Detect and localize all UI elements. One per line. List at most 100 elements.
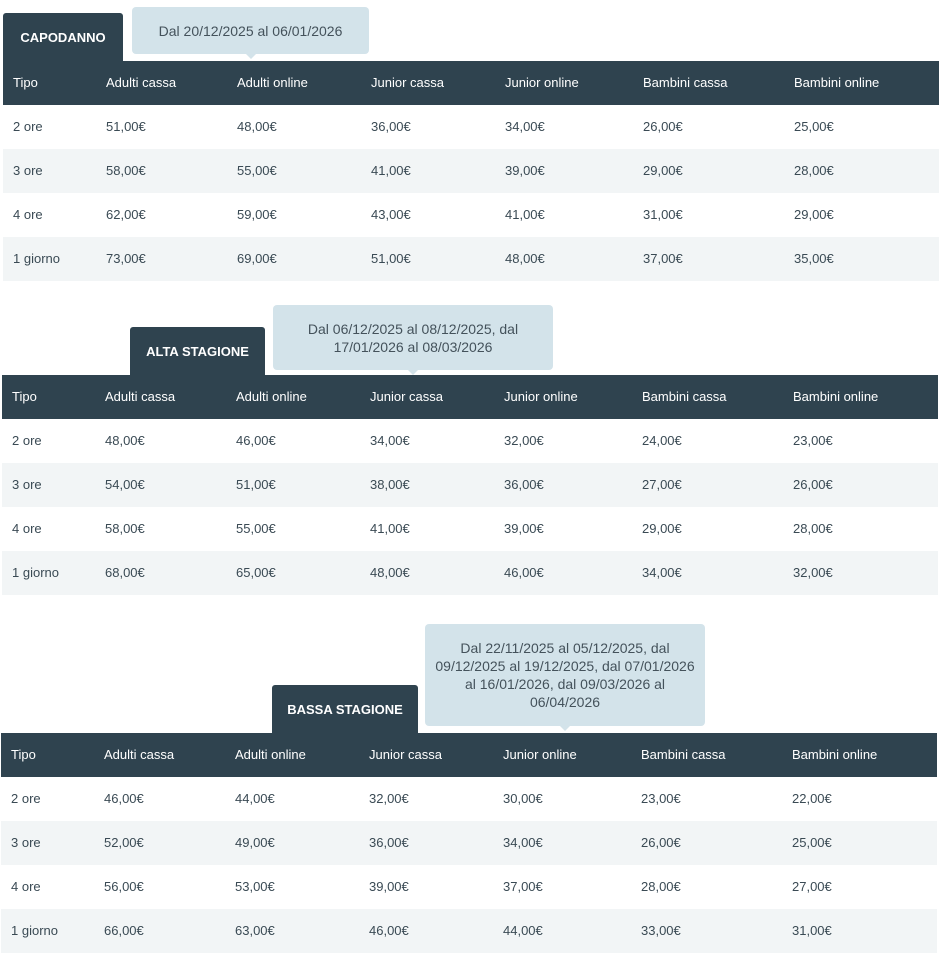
table-row: 3 ore 52,00€ 49,00€ 36,00€ 34,00€ 26,00€ 25,00… (1, 821, 937, 865)
table-cell: 34,00€ (503, 835, 543, 850)
column-header: Junior cassa (371, 75, 444, 90)
table-cell: 35,00€ (794, 251, 834, 266)
table-cell: 23,00€ (641, 791, 681, 806)
table-cell: 4 ore (12, 521, 42, 536)
table-cell: 39,00€ (505, 163, 545, 178)
table-row: 1 giorno 73,00€ 69,00€ 51,00€ 48,00€ 37,00€ 35… (3, 237, 939, 281)
table-cell: 46,00€ (369, 923, 409, 938)
period-tooltip: Dal 22/11/2025 al 05/12/2025, dal 09/12/… (425, 624, 705, 731)
season-tab[interactable]: ALTA STAGIONE (130, 327, 265, 375)
table-cell: 27,00€ (792, 879, 832, 894)
table-cell: 36,00€ (504, 477, 544, 492)
table-cell: 59,00€ (237, 207, 277, 222)
table-cell: 41,00€ (505, 207, 545, 222)
table-cell: 48,00€ (370, 565, 410, 580)
table-row: 3 ore 54,00€ 51,00€ 38,00€ 36,00€ 27,00€ 26,00… (2, 463, 938, 507)
table-cell: 23,00€ (793, 433, 833, 448)
table-cell: 4 ore (11, 879, 41, 894)
table-header: Tipo Adulti cassa Adulti online Junior cass… (3, 61, 939, 105)
period-tooltip: Dal 20/12/2025 al 06/01/2026 (132, 7, 369, 59)
column-header: Bambini cassa (641, 747, 726, 762)
table-cell: 24,00€ (642, 433, 682, 448)
season-tab[interactable]: CAPODANNO (3, 13, 123, 61)
column-header: Adulti cassa (105, 389, 176, 404)
table-cell: 55,00€ (236, 521, 276, 536)
table-cell: 36,00€ (371, 119, 411, 134)
table-cell: 26,00€ (643, 119, 683, 134)
column-header: Junior online (504, 389, 578, 404)
column-header: Tipo (12, 389, 37, 404)
column-header: Bambini cassa (642, 389, 727, 404)
table-cell: 32,00€ (369, 791, 409, 806)
table-cell: 3 ore (12, 477, 42, 492)
column-header: Junior cassa (369, 747, 442, 762)
table-cell: 29,00€ (643, 163, 683, 178)
table-cell: 56,00€ (104, 879, 144, 894)
table-cell: 44,00€ (503, 923, 543, 938)
table-cell: 46,00€ (236, 433, 276, 448)
table-cell: 51,00€ (236, 477, 276, 492)
column-header: Junior cassa (370, 389, 443, 404)
table-cell: 37,00€ (503, 879, 543, 894)
table-cell: 43,00€ (371, 207, 411, 222)
column-header: Bambini cassa (643, 75, 728, 90)
table-cell: 68,00€ (105, 565, 145, 580)
column-header: Junior online (503, 747, 577, 762)
column-header: Adulti cassa (106, 75, 177, 90)
table-cell: 41,00€ (371, 163, 411, 178)
table-cell: 37,00€ (643, 251, 683, 266)
table-cell: 54,00€ (105, 477, 145, 492)
period-tooltip: Dal 06/12/2025 al 08/12/2025, dal 17/01/… (273, 305, 553, 375)
column-header: Tipo (13, 75, 38, 90)
table-cell: 62,00€ (106, 207, 146, 222)
table-cell: 34,00€ (505, 119, 545, 134)
table-cell: 31,00€ (792, 923, 832, 938)
price-table: Tipo Adulti cassa Adulti online Junior cass… (1, 733, 937, 953)
table-cell: 44,00€ (235, 791, 275, 806)
table-cell: 1 giorno (11, 923, 58, 938)
table-cell: 38,00€ (370, 477, 410, 492)
table-cell: 63,00€ (235, 923, 275, 938)
table-cell: 28,00€ (793, 521, 833, 536)
table-cell: 1 giorno (13, 251, 60, 266)
table-row: 1 giorno 68,00€ 65,00€ 48,00€ 46,00€ 34,00€ 32… (2, 551, 938, 595)
column-header: Adulti online (237, 75, 308, 90)
table-cell: 69,00€ (237, 251, 277, 266)
table-cell: 49,00€ (235, 835, 275, 850)
table-cell: 34,00€ (370, 433, 410, 448)
table-cell: 29,00€ (794, 207, 834, 222)
table-cell: 39,00€ (504, 521, 544, 536)
table-cell: 32,00€ (793, 565, 833, 580)
table-cell: 32,00€ (504, 433, 544, 448)
table-cell: 3 ore (13, 163, 43, 178)
table-cell: 51,00€ (106, 119, 146, 134)
table-cell: 1 giorno (12, 565, 59, 580)
table-cell: 48,00€ (505, 251, 545, 266)
table-cell: 31,00€ (643, 207, 683, 222)
table-cell: 39,00€ (369, 879, 409, 894)
table-cell: 48,00€ (105, 433, 145, 448)
table-cell: 65,00€ (236, 565, 276, 580)
table-row: 3 ore 58,00€ 55,00€ 41,00€ 39,00€ 29,00€ 28,00… (3, 149, 939, 193)
column-header: Bambini online (792, 747, 878, 762)
table-cell: 30,00€ (503, 791, 543, 806)
table-cell: 34,00€ (642, 565, 682, 580)
table-cell: 22,00€ (792, 791, 832, 806)
table-cell: 33,00€ (641, 923, 681, 938)
table-cell: 25,00€ (794, 119, 834, 134)
table-cell: 46,00€ (504, 565, 544, 580)
column-header: Bambini online (794, 75, 880, 90)
table-cell: 58,00€ (106, 163, 146, 178)
table-row: 1 giorno 66,00€ 63,00€ 46,00€ 44,00€ 33,00€ 31… (1, 909, 937, 953)
table-header: Tipo Adulti cassa Adulti online Junior cass… (2, 375, 938, 419)
table-row: 4 ore 62,00€ 59,00€ 43,00€ 41,00€ 31,00€ 29,00… (3, 193, 939, 237)
season-tab[interactable]: BASSA STAGIONE (272, 685, 418, 733)
table-cell: 48,00€ (237, 119, 277, 134)
column-header: Adulti online (236, 389, 307, 404)
table-row: 2 ore 48,00€ 46,00€ 34,00€ 32,00€ 24,00€ 23,00… (2, 419, 938, 463)
table-header: Tipo Adulti cassa Adulti online Junior cass… (1, 733, 937, 777)
column-header: Junior online (505, 75, 579, 90)
table-cell: 46,00€ (104, 791, 144, 806)
table-cell: 2 ore (11, 791, 41, 806)
table-row: 4 ore 58,00€ 55,00€ 41,00€ 39,00€ 29,00€ 28,00… (2, 507, 938, 551)
